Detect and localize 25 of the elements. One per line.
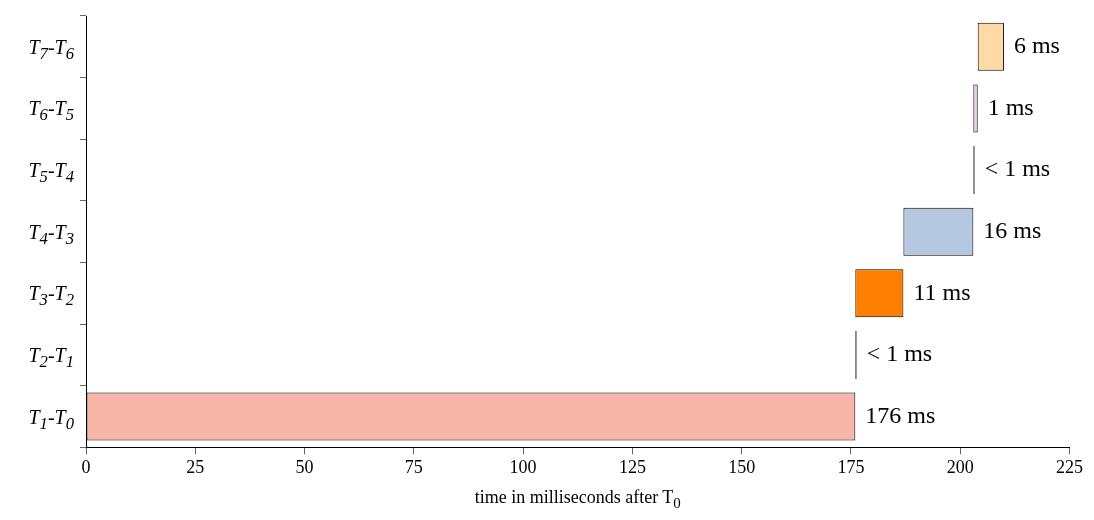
y-tick-label: T$_{6}$-T$_{5}$ [28,96,74,127]
x-tick-label: 150 [728,456,756,477]
y-tick-label: T$_{2}$-T$_{1}$ [28,342,74,373]
y-tick-label: T$_{1}$-T$_{0}$ [28,404,74,435]
x-tick-label: 175 [837,456,865,477]
data-label: < 1 ms [866,340,933,367]
x-tick-label: 0 [81,456,91,477]
x-tick-label: 75 [404,456,423,477]
x-tick-label: 100 [509,456,537,477]
x-axis-title: time in milliseconds after T$_{0}$ [473,486,682,513]
y-tick-label: T$_{3}$-T$_{2}$ [28,281,74,312]
data-label: 6 ms [1013,32,1060,59]
x-tick-label: 225 [1056,456,1083,477]
x-tick-label: 125 [618,456,646,477]
y-tick-label: T$_{4}$-T$_{3}$ [28,219,74,250]
data-label: 1 ms [987,93,1034,120]
x-tick-label: 200 [946,456,974,477]
data-label: < 1 ms [984,155,1051,182]
y-tick-label: T$_{5}$-T$_{4}$ [28,158,74,189]
data-label: 16 ms [983,217,1042,243]
data-label: 11 ms [913,278,971,305]
x-tick-label: 50 [295,456,314,477]
data-label: 176 ms [865,401,936,428]
x-tick-label: 25 [186,456,205,477]
y-tick-label: T$_{7}$-T$_{6}$ [28,34,74,65]
